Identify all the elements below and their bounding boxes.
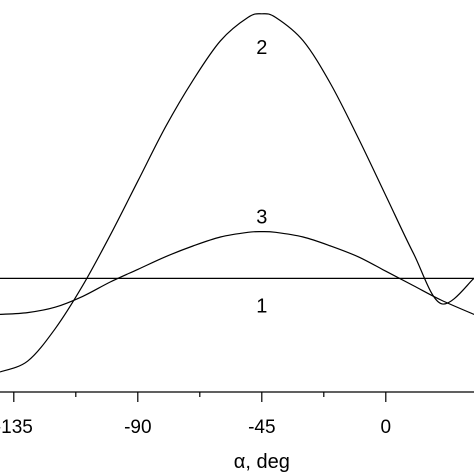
- x-tick-label: -135: [0, 417, 33, 438]
- series-labels: 1 2 3: [256, 37, 267, 318]
- x-axis-tick-labels: -135 -90 -45 0: [0, 417, 391, 438]
- x-tick-label: -90: [124, 417, 151, 438]
- x-axis-ticks: [13, 392, 387, 402]
- x-axis-title: α, deg: [234, 451, 290, 473]
- series-2-label: 2: [256, 37, 267, 59]
- series-3-label: 3: [256, 207, 267, 229]
- x-tick-label: -45: [248, 417, 275, 438]
- series-1-label: 1: [256, 295, 267, 317]
- plot-area: [0, 13, 474, 373]
- series-2-line: [0, 13, 474, 373]
- x-tick-label: 0: [381, 417, 392, 438]
- series-3-line: [0, 230, 474, 315]
